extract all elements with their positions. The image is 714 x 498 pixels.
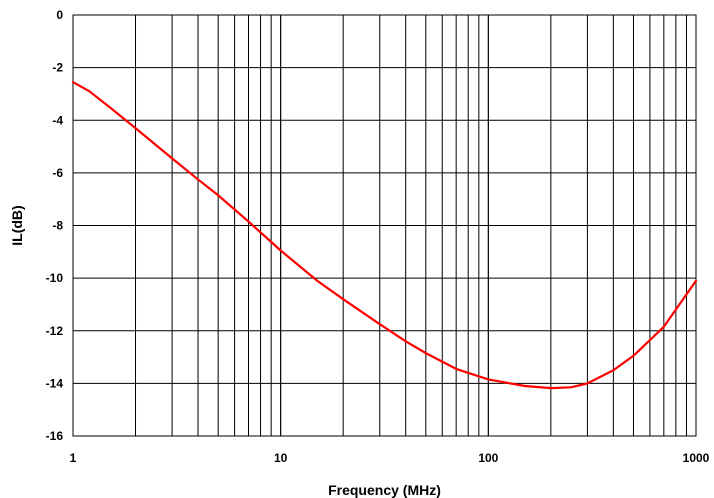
x-axis-title: Frequency (MHz) (328, 482, 441, 498)
x-tick-label: 100 (478, 451, 498, 465)
y-axis-title: IL(dB) (9, 205, 25, 245)
x-tick-label: 1000 (683, 451, 710, 465)
x-tick-label: 10 (274, 451, 288, 465)
series-line (71, 80, 698, 390)
plot-area-frame (72, 14, 697, 437)
x-tick-labels: 1 10 100 1000 (70, 451, 710, 465)
y-tick-label: -12 (46, 324, 64, 338)
y-tick-label: -8 (52, 219, 63, 233)
x-tick-label: 1 (70, 451, 77, 465)
y-tick-labels: 0 -2 -4 -6 -8 -10 -12 -14 -16 (46, 8, 64, 443)
y-tick-label: -10 (46, 271, 64, 285)
grid (72, 14, 697, 437)
series-group (71, 80, 698, 390)
y-tick-label: -6 (52, 166, 63, 180)
y-tick-label: -4 (52, 113, 63, 127)
y-tick-label: -14 (46, 376, 64, 390)
y-tick-label: -2 (52, 61, 63, 75)
y-tick-label: 0 (56, 8, 63, 22)
y-tick-label: -16 (46, 429, 64, 443)
